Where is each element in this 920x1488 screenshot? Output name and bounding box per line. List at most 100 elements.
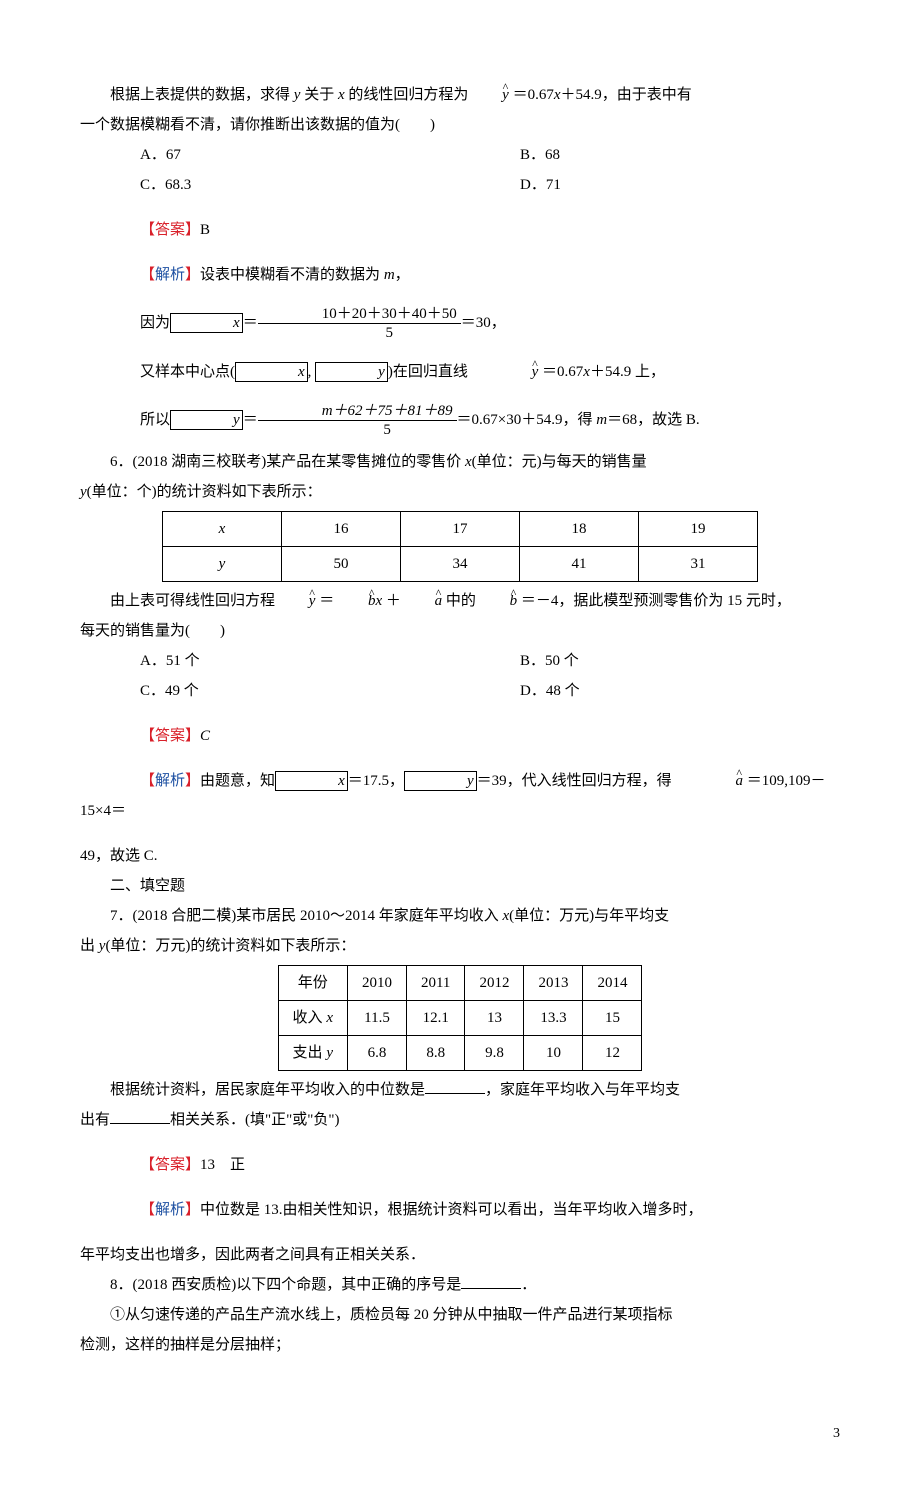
p5-intro-line2: 一个数据模糊看不清，请你推断出该数据的值为( ) bbox=[80, 110, 840, 140]
text: (单位：万元)与年平均支 bbox=[509, 908, 669, 924]
p6-options: A．51 个 B．50 个 C．49 个 D．48 个 bbox=[80, 646, 840, 706]
page-number: 3 bbox=[80, 1420, 840, 1448]
text: 设表中模糊看不清的数据为 bbox=[200, 267, 384, 283]
cell: 12 bbox=[583, 1036, 642, 1071]
text: ＝17.5， bbox=[348, 773, 404, 789]
text: 所以 bbox=[140, 412, 170, 428]
option-A: A．67 bbox=[80, 140, 460, 170]
option-C: C．68.3 bbox=[80, 170, 460, 200]
cell: 2013 bbox=[524, 966, 583, 1001]
option-D: D．71 bbox=[460, 170, 840, 200]
ybar: y bbox=[315, 362, 388, 382]
p7-title2: 出 y(单位：万元)的统计资料如下表所示： bbox=[80, 931, 840, 961]
option-B: B．68 bbox=[460, 140, 840, 170]
text: ＝68，故选 B. bbox=[607, 412, 700, 428]
text: 由上表可得线性回归方程 bbox=[110, 593, 279, 609]
ybar: y bbox=[404, 771, 477, 791]
p7-answer: 【答案】13 正 bbox=[80, 1150, 840, 1180]
text: 7．(2018 合肥二模)某市居民 2010～2014 年家庭年平均收入 bbox=[110, 908, 503, 924]
xbar: x bbox=[235, 362, 308, 382]
text: ． bbox=[521, 1277, 536, 1293]
blank bbox=[461, 1273, 521, 1289]
cell: 2014 bbox=[583, 966, 642, 1001]
var-x: x bbox=[338, 87, 345, 103]
text: ＝0.67 bbox=[538, 364, 583, 380]
xbar: x bbox=[170, 313, 243, 333]
answer-label: 【答案】 bbox=[140, 728, 200, 744]
cell: 2012 bbox=[465, 966, 524, 1001]
option-B: B．50 个 bbox=[460, 646, 840, 676]
p8-item1b: 检测，这样的抽样是分层抽样； bbox=[80, 1330, 840, 1360]
answer-value: 13 正 bbox=[200, 1157, 245, 1173]
var-m: m bbox=[596, 412, 607, 428]
text: 相关关系．(填"正"或"负") bbox=[170, 1112, 339, 1128]
cell: 15 bbox=[583, 1001, 642, 1036]
cell: 34 bbox=[401, 547, 520, 582]
cell: 18 bbox=[520, 512, 639, 547]
answer-value: C bbox=[200, 728, 210, 744]
var-x: x bbox=[465, 454, 472, 470]
text: ， bbox=[395, 267, 410, 283]
cell: 9.8 bbox=[465, 1036, 524, 1071]
text: ＝ bbox=[315, 593, 338, 609]
answer-label: 【答案】 bbox=[140, 222, 200, 238]
p6-body2: 每天的销售量为( ) bbox=[80, 616, 840, 646]
text: ，家庭年平均收入与年平均支 bbox=[485, 1082, 680, 1098]
p7-body2: 出有相关关系．(填"正"或"负") bbox=[80, 1105, 840, 1135]
var-x: x bbox=[554, 87, 561, 103]
text: ＝0.67 bbox=[509, 87, 554, 103]
yhat: ^y bbox=[279, 594, 316, 609]
text: 根据统计资料，居民家庭年平均收入的中位数是 bbox=[110, 1082, 425, 1098]
cell: 10 bbox=[524, 1036, 583, 1071]
cell: 2011 bbox=[406, 966, 464, 1001]
blank bbox=[425, 1078, 485, 1094]
cell: 6.8 bbox=[347, 1036, 406, 1071]
text: ＝39，代入线性回归方程，得 bbox=[477, 773, 676, 789]
var-m: m bbox=[384, 267, 395, 283]
section2: 二、填空题 bbox=[80, 871, 840, 901]
blank bbox=[110, 1108, 170, 1124]
table-row: 收入 x 11.5 12.1 13 13.3 15 bbox=[278, 1001, 642, 1036]
table-row: 年份 2010 2011 2012 2013 2014 bbox=[278, 966, 642, 1001]
text: 6．(2018 湖南三校联考)某产品在某零售摊位的零售价 bbox=[110, 454, 465, 470]
cell: 11.5 bbox=[347, 1001, 406, 1036]
ahat: ^a bbox=[405, 594, 443, 609]
p5-exp-line1: 【解析】设表中模糊看不清的数据为 m， bbox=[80, 260, 840, 290]
text: 又样本中心点( bbox=[140, 364, 235, 380]
p7-exp1: 【解析】中位数是 13.由相关性知识，根据统计资料可以看出，当年平均收入增多时， bbox=[80, 1195, 840, 1225]
exp-label: 【解析】 bbox=[140, 1202, 200, 1218]
p5-intro-line1: 根据上表提供的数据，求得 y 关于 x 的线性回归方程为 ^y ＝0.67x＋5… bbox=[80, 80, 840, 110]
p6-title: 6．(2018 湖南三校联考)某产品在某零售摊位的零售价 x(单位：元)与每天的… bbox=[80, 447, 840, 477]
text: 中位数是 13.由相关性知识，根据统计资料可以看出，当年平均收入增多时， bbox=[200, 1202, 703, 1218]
fraction: 10＋20＋30＋40＋505 bbox=[258, 305, 461, 342]
cell: 13.3 bbox=[524, 1001, 583, 1036]
text: 关于 bbox=[300, 87, 338, 103]
p8-title: 8．(2018 西安质检)以下四个命题，其中正确的序号是． bbox=[80, 1270, 840, 1300]
text: (单位：个)的统计资料如下表所示： bbox=[87, 484, 322, 500]
answer-value: B bbox=[200, 222, 210, 238]
p5-exp-line2: 因为x＝10＋20＋30＋40＋505＝30， bbox=[80, 305, 840, 342]
cell: 31 bbox=[639, 547, 758, 582]
var-x: x bbox=[583, 364, 590, 380]
table-row: y 50 34 41 31 bbox=[163, 547, 758, 582]
table-row: 支出 y 6.8 8.8 9.8 10 12 bbox=[278, 1036, 642, 1071]
table-row: x 16 17 18 19 bbox=[163, 512, 758, 547]
text: ＝30， bbox=[461, 315, 506, 331]
text: 根据上表提供的数据，求得 bbox=[110, 87, 294, 103]
ahat: ^a bbox=[675, 774, 743, 789]
answer-label: 【答案】 bbox=[140, 1157, 200, 1173]
p6-exp: 【解析】由题意，知x＝17.5，y＝39，代入线性回归方程，得 ^a ＝109,… bbox=[80, 766, 840, 826]
cell: 年份 bbox=[278, 966, 347, 1001]
text: , bbox=[308, 364, 316, 380]
cell: 8.8 bbox=[406, 1036, 464, 1071]
cell: 12.1 bbox=[406, 1001, 464, 1036]
p5-options: A．67 B．68 C．68.3 D．71 bbox=[80, 140, 840, 200]
p6-body: 由上表可得线性回归方程 ^y ＝ ^bx ＋ ^a 中的 ^b ＝－4，据此模型… bbox=[80, 586, 840, 616]
p6-exp2: 49，故选 C. bbox=[80, 841, 840, 871]
p5-exp-line3: 又样本中心点(x, y)在回归直线 ^y ＝0.67x＋54.9 上， bbox=[80, 357, 840, 387]
text: 出 bbox=[80, 938, 99, 954]
option-C: C．49 个 bbox=[80, 676, 460, 706]
cell: 收入 x bbox=[278, 1001, 347, 1036]
cell: 13 bbox=[465, 1001, 524, 1036]
p7-table: 年份 2010 2011 2012 2013 2014 收入 x 11.5 12… bbox=[278, 965, 643, 1071]
